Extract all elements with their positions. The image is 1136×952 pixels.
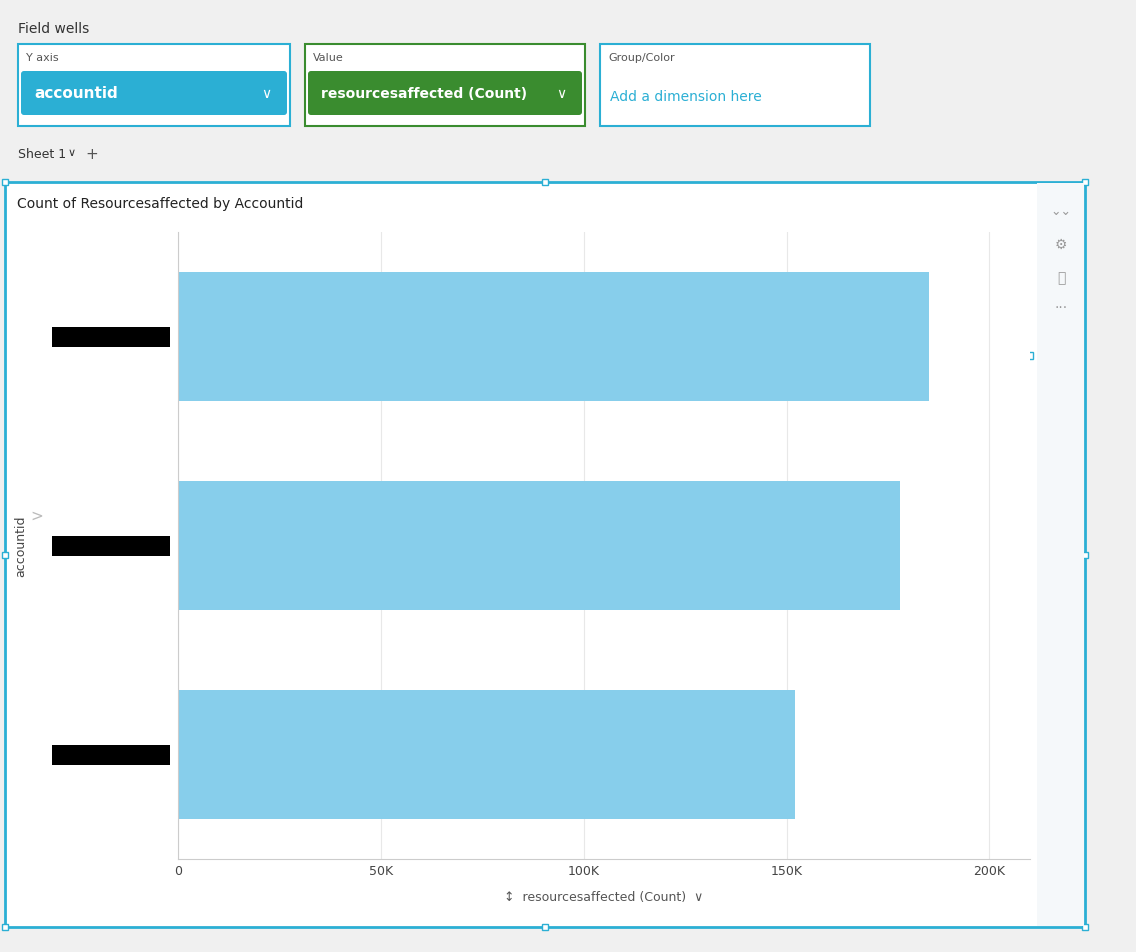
Text: accountid: accountid — [34, 87, 118, 102]
FancyBboxPatch shape — [1014, 274, 1029, 438]
Text: accountid: accountid — [15, 515, 27, 577]
FancyBboxPatch shape — [1081, 552, 1088, 558]
Text: ∨: ∨ — [556, 87, 566, 101]
FancyBboxPatch shape — [52, 744, 170, 764]
FancyBboxPatch shape — [1081, 924, 1088, 930]
Text: Add a dimension here: Add a dimension here — [610, 89, 762, 104]
FancyBboxPatch shape — [2, 924, 8, 930]
FancyBboxPatch shape — [2, 180, 8, 186]
FancyBboxPatch shape — [52, 536, 170, 556]
FancyBboxPatch shape — [304, 45, 585, 127]
Text: Count of Resourcesaffected by Accountid: Count of Resourcesaffected by Accountid — [17, 197, 303, 210]
Text: ⤢: ⤢ — [1056, 270, 1066, 285]
Text: Y axis: Y axis — [26, 53, 59, 63]
Text: resourcesaffected (Count): resourcesaffected (Count) — [321, 87, 527, 101]
FancyBboxPatch shape — [1026, 352, 1033, 359]
Text: Sheet 1: Sheet 1 — [18, 148, 66, 161]
FancyBboxPatch shape — [600, 45, 870, 127]
Text: +: + — [85, 147, 98, 162]
Bar — [178, 272, 928, 402]
Text: ⚙: ⚙ — [1054, 238, 1067, 251]
Bar — [178, 481, 900, 610]
Text: Group/Color: Group/Color — [608, 53, 675, 63]
FancyBboxPatch shape — [1037, 184, 1084, 926]
FancyBboxPatch shape — [1014, 263, 1029, 847]
FancyBboxPatch shape — [542, 180, 548, 186]
FancyBboxPatch shape — [18, 45, 290, 127]
FancyBboxPatch shape — [542, 924, 548, 930]
Text: Field wells: Field wells — [18, 22, 90, 36]
FancyBboxPatch shape — [1081, 180, 1088, 186]
FancyBboxPatch shape — [2, 552, 8, 558]
Text: ↕  resourcesaffected (Count)  ∨: ↕ resourcesaffected (Count) ∨ — [504, 890, 703, 903]
Text: ∨: ∨ — [68, 148, 76, 158]
FancyBboxPatch shape — [308, 72, 582, 116]
Text: >: > — [31, 508, 43, 524]
FancyBboxPatch shape — [52, 327, 170, 347]
Text: ∨: ∨ — [261, 87, 272, 101]
Text: ···: ··· — [1054, 301, 1068, 315]
Text: ⌄⌄: ⌄⌄ — [1051, 205, 1071, 218]
FancyBboxPatch shape — [5, 183, 1085, 927]
Text: Value: Value — [314, 53, 344, 63]
Bar — [178, 690, 795, 820]
FancyBboxPatch shape — [20, 72, 287, 116]
